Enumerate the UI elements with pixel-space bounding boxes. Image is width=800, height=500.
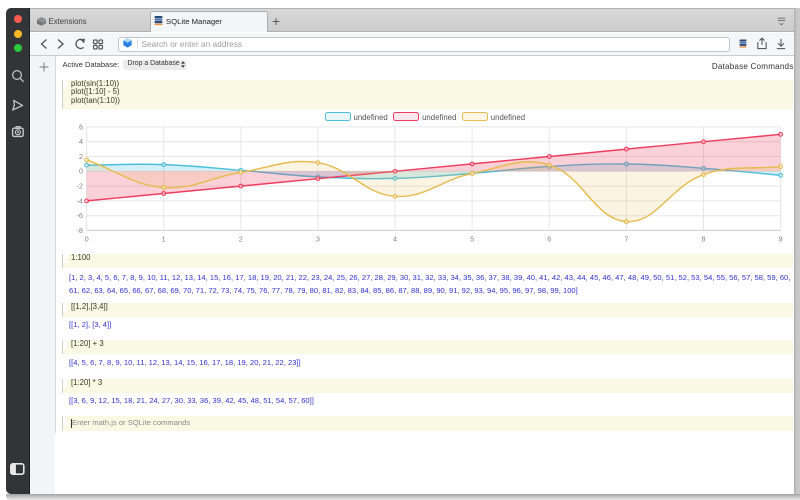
svg-text:4: 4: [393, 235, 397, 244]
svg-text:3: 3: [316, 235, 320, 244]
svg-text:6: 6: [79, 122, 83, 131]
svg-text:-6: -6: [77, 211, 84, 220]
svg-text:7: 7: [624, 235, 628, 244]
svg-text:0: 0: [85, 235, 89, 244]
svg-text:5: 5: [470, 235, 474, 244]
svg-text:-2: -2: [77, 182, 84, 191]
svg-text:4: 4: [79, 137, 83, 146]
svg-text:6: 6: [547, 235, 551, 244]
svg-text:8: 8: [701, 235, 705, 244]
svg-text:2: 2: [239, 235, 243, 244]
svg-text:9: 9: [779, 235, 783, 244]
svg-text:1: 1: [162, 235, 166, 244]
svg-text:0: 0: [79, 167, 83, 176]
svg-text:2: 2: [79, 152, 83, 161]
svg-text:-4: -4: [77, 196, 84, 205]
svg-text:-8: -8: [77, 226, 84, 235]
